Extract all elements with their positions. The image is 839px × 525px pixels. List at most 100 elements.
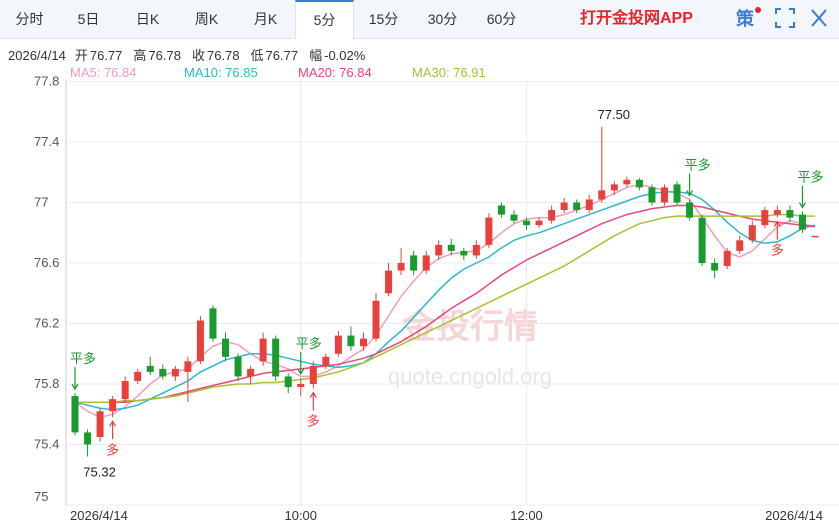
candle-body xyxy=(623,179,631,185)
candle-body xyxy=(272,338,280,377)
legend-entry: MA20: 76.84 xyxy=(298,65,372,80)
signal-label: 平多 xyxy=(296,336,322,351)
candle-body xyxy=(485,217,493,245)
candle-body xyxy=(359,338,367,347)
quote-field: 低 76.77 xyxy=(251,48,301,63)
candle-body xyxy=(761,210,769,226)
tab[interactable]: 周K xyxy=(194,11,219,27)
candle-body xyxy=(573,202,581,211)
candle-body xyxy=(560,202,568,211)
candle-body xyxy=(811,235,819,238)
quote-field-value: 76.77 xyxy=(265,48,299,63)
signal-label: 平多 xyxy=(797,170,823,185)
quote-field-label: 开 xyxy=(74,48,88,63)
signal-arrow xyxy=(686,173,694,197)
quote-field: 幅 -0.02% xyxy=(309,48,367,63)
quote-date: 2026/4/14 xyxy=(8,48,66,63)
quote-field-label: 高 xyxy=(133,48,147,63)
y-tick-label: 77.4 xyxy=(34,134,59,149)
watermark-logo: 金投行情 xyxy=(401,307,538,346)
candle-body xyxy=(648,187,656,203)
ma-line xyxy=(74,191,816,411)
watermark-url: quote.cngold.org xyxy=(388,364,552,389)
candle-body xyxy=(247,368,255,377)
candle-body xyxy=(184,361,192,372)
candle-body xyxy=(736,240,744,251)
candle-body xyxy=(723,250,731,267)
quote-field-label: 幅 xyxy=(309,48,323,63)
x-tick-label: 2026/4/14 xyxy=(765,508,823,523)
candle-body xyxy=(171,368,179,377)
candle-body xyxy=(548,210,556,221)
candle-body xyxy=(71,396,79,433)
tab[interactable]: 15分 xyxy=(368,11,399,27)
tab[interactable]: 日K xyxy=(135,11,160,27)
signal-arrow xyxy=(297,351,305,376)
candle-body xyxy=(347,335,355,347)
candle-body xyxy=(322,356,330,366)
fullscreen-icon[interactable] xyxy=(775,8,795,28)
y-tick-label: 76.6 xyxy=(34,255,59,270)
candle-body xyxy=(635,179,643,188)
signal-label: 多 xyxy=(307,414,320,429)
tab[interactable]: 5日 xyxy=(77,11,100,27)
close-icon[interactable] xyxy=(811,9,827,27)
signal-arrow xyxy=(109,420,117,440)
y-tick-label: 75.8 xyxy=(34,376,59,391)
quote-field-value: -0.02% xyxy=(324,48,366,63)
tab[interactable]: 分时 xyxy=(15,11,44,27)
candle-body xyxy=(673,184,681,203)
candle-body xyxy=(698,217,706,264)
strategy-button[interactable]: 策 xyxy=(736,9,754,29)
candle-body xyxy=(686,202,694,218)
candle-body xyxy=(422,255,430,271)
candle-body xyxy=(297,384,305,388)
tab[interactable]: 30分 xyxy=(427,11,458,27)
legend-entry: MA5: 76.84 xyxy=(70,65,137,80)
y-tick-label: 75 xyxy=(34,489,48,504)
candle-body xyxy=(447,244,455,251)
quote-field-label: 收 xyxy=(191,48,205,63)
candle-body xyxy=(109,399,117,412)
tab[interactable]: 月K xyxy=(253,11,278,27)
y-tick-label: 75.4 xyxy=(34,437,59,452)
quote-field-label: 低 xyxy=(250,48,264,63)
app-link[interactable]: 打开金投网APP xyxy=(580,10,693,27)
quote-field-value: 76.78 xyxy=(148,48,181,63)
candle-body xyxy=(222,338,230,357)
y-tick-label: 77.8 xyxy=(34,74,59,89)
candle-body xyxy=(234,356,242,377)
candle-body xyxy=(259,338,267,362)
signal-label: 多 xyxy=(771,243,784,258)
y-tick-label: 77 xyxy=(34,195,48,210)
candle-body xyxy=(397,263,405,271)
x-tick-label: 2026/4/14 xyxy=(70,508,128,523)
candle-body xyxy=(372,300,380,339)
candle-body xyxy=(472,244,480,256)
signal-arrow xyxy=(71,367,79,391)
candle-body xyxy=(610,184,618,191)
candle-body xyxy=(773,210,781,215)
candle-body xyxy=(134,371,142,381)
candle-body xyxy=(660,187,668,203)
tab[interactable]: 5分 xyxy=(295,0,354,39)
candle-body xyxy=(146,365,154,372)
candle-body xyxy=(786,210,794,218)
candle-body xyxy=(510,214,518,221)
candle-body xyxy=(121,380,129,400)
candle-body xyxy=(385,270,393,294)
quote-field: 高 76.78 xyxy=(133,48,183,63)
candle-body xyxy=(748,225,756,241)
legend-entry: MA10: 76.85 xyxy=(184,65,258,80)
candle-body xyxy=(309,365,317,385)
badge-dot xyxy=(755,7,761,13)
legend-entry: MA30: 76.91 xyxy=(412,65,486,80)
extreme-label: 77.50 xyxy=(598,107,631,122)
tab-bar: 分时 5日 日K 周K 月K 5分 15分 30分 60分 xyxy=(0,0,839,39)
tab[interactable]: 60分 xyxy=(486,11,517,27)
x-tick-label: 12:00 xyxy=(510,508,543,523)
candle-body xyxy=(84,432,92,445)
candle-body xyxy=(209,308,217,339)
